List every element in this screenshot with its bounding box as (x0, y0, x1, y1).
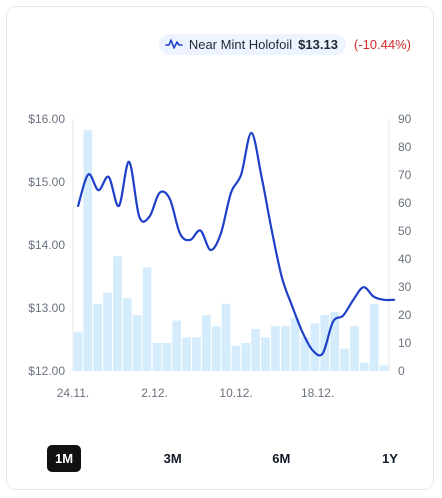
volume-bar (73, 331, 83, 371)
volume-bar (103, 292, 112, 371)
tab-1m[interactable]: 1M (47, 445, 81, 472)
legend-change: (-10.44%) (353, 36, 411, 52)
volume-bar (211, 326, 221, 371)
volume-bar (241, 343, 251, 371)
volume-bar (300, 337, 310, 371)
tab-1y[interactable]: 1Y (382, 451, 398, 466)
y-left-tick-label: $13.00 (28, 301, 65, 315)
volume-bar (251, 329, 261, 371)
y-right-tick-label: 60 (398, 196, 412, 210)
y-right-tick-label: 90 (398, 112, 412, 126)
y-left-tick-label: $12.00 (28, 364, 65, 378)
tab-3m[interactable]: 3M (163, 451, 182, 466)
volume-bar (162, 343, 172, 371)
legend-price: $13.13 (298, 36, 338, 52)
y-right-tick-label: 50 (398, 224, 412, 238)
x-tick-label: 18.12. (301, 386, 334, 400)
volume-bar (182, 337, 191, 371)
price-chart: $16.00 $15.00 $14.00 $13.00 $12.00 90 80 70 60 50… (28, 112, 412, 400)
y-left-tick-label: $16.00 (28, 112, 65, 126)
legend-series[interactable]: Near Mint Holofoil $13.13 (158, 33, 346, 55)
volume-bar (350, 326, 359, 371)
tab-6m[interactable]: 6M (272, 451, 291, 466)
volume-bar (320, 315, 330, 371)
volume-bar (192, 337, 201, 371)
volume-bar (340, 348, 349, 371)
y-right-tick-label: 10 (398, 336, 412, 350)
volume-bar (231, 345, 241, 371)
volume-bar (369, 303, 379, 371)
volume-bar (221, 303, 231, 371)
legend-series-label: Near Mint Holofoil (188, 36, 293, 52)
y-right-tick-label: 70 (398, 168, 412, 182)
volume-bar (142, 267, 152, 371)
volume-bar (379, 365, 389, 371)
y-right-tick-label: 30 (398, 280, 412, 294)
timeframe-tabs: 1M 3M 6M 1Y (47, 445, 407, 472)
volume-bar (132, 315, 142, 371)
volume-bar (261, 337, 270, 371)
y-right-tick-label: 40 (398, 252, 412, 266)
volume-bar (330, 312, 340, 371)
price-line (76, 131, 396, 357)
volume-bar (359, 362, 369, 371)
volume-bar (152, 343, 162, 371)
x-tick-label: 24.11. (57, 386, 89, 400)
volume-bar (122, 298, 132, 371)
volume-bar (280, 326, 290, 371)
x-tick-label: 2.12. (141, 386, 168, 400)
volume-bar (83, 130, 93, 371)
volume-bar (271, 326, 280, 371)
y-left-tick-label: $15.00 (28, 175, 65, 189)
y-right-tick-label: 20 (398, 308, 412, 322)
volume-bar (113, 256, 122, 371)
y-right-tick-label: 0 (398, 364, 405, 378)
y-left-tick-label: $14.00 (28, 238, 65, 252)
volume-bar (93, 303, 103, 371)
volume-bar (310, 323, 320, 371)
volume-bar (290, 317, 300, 371)
line-chart-icon (165, 39, 183, 49)
chart-legend: Near Mint Holofoil $13.13 (-10.44%) (158, 33, 411, 55)
volume-bar (201, 315, 211, 371)
y-right-tick-label: 80 (398, 140, 412, 154)
x-tick-label: 10.12. (219, 386, 252, 400)
volume-bar (172, 320, 182, 371)
price-chart-card: $16.00 $15.00 $14.00 $13.00 $12.00 90 80 70 60 50… (6, 6, 434, 490)
